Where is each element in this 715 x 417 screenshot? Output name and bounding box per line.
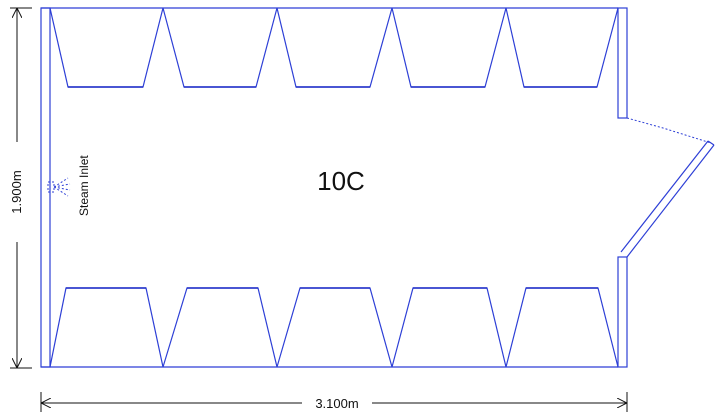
room-label: 10C <box>317 166 365 196</box>
stall-top-1 <box>49 7 164 88</box>
door-swing-arc <box>626 117 712 144</box>
left-wall <box>40 7 51 368</box>
door <box>620 117 715 258</box>
stall-top-3 <box>276 7 393 88</box>
height-dimension-label: 1.900m <box>9 170 24 213</box>
steam-inlet-icon <box>47 177 71 197</box>
bottom-stalls <box>49 287 619 368</box>
door-leaf <box>626 144 715 258</box>
stall-top-5 <box>505 7 619 88</box>
width-dimension-label: 3.100m <box>315 396 358 411</box>
height-dimension: 1.900m <box>9 7 32 369</box>
room-outline <box>40 7 628 368</box>
top-stalls <box>49 7 619 88</box>
right-wall-lower <box>617 256 628 368</box>
stall-bottom-4 <box>391 287 507 368</box>
steam-spray-lines <box>53 177 71 197</box>
stall-top-4 <box>391 7 507 88</box>
stall-bottom-5 <box>505 287 619 368</box>
door-leaf-edge <box>620 140 709 253</box>
width-dimension: 3.100m <box>40 392 628 412</box>
steam-inlet-label: Steam Inlet <box>77 155 91 216</box>
stall-bottom-2 <box>162 287 278 368</box>
steam-inlet-box <box>47 181 55 193</box>
door-leaf-tip <box>707 140 715 146</box>
stall-bottom-1 <box>49 287 164 368</box>
stall-bottom-3 <box>276 287 393 368</box>
stall-top-2 <box>162 7 278 88</box>
right-wall-upper <box>617 7 628 119</box>
